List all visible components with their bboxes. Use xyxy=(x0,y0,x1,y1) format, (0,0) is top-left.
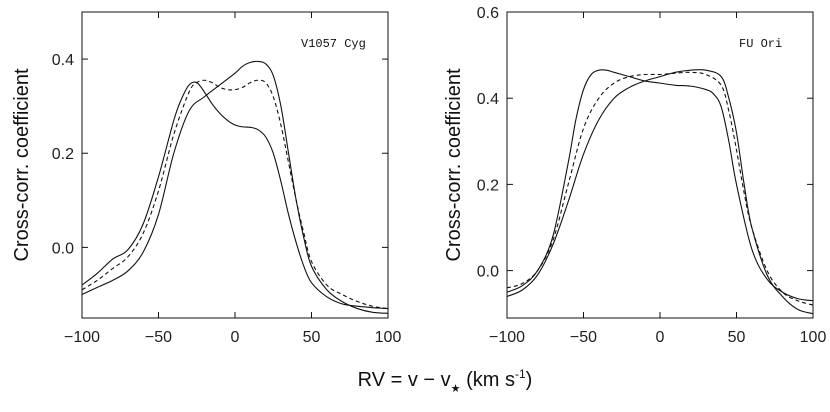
x-axis-label-main: RV = v − v xyxy=(358,369,451,391)
left-series-line-0 xyxy=(81,81,389,310)
left-curves xyxy=(81,60,389,314)
right-x-tick-label: 0 xyxy=(656,329,665,346)
left-series-line-2 xyxy=(81,60,389,314)
left-y-tick-label: 0.0 xyxy=(52,240,74,257)
left-chart-panel: V1057 Cyg Cross-corr. coefficient −100 −5… xyxy=(11,11,402,346)
right-y-tick-label: 0.2 xyxy=(477,177,499,194)
left-y-tick-label: 0.4 xyxy=(52,52,74,69)
right-y-tick-label: 0.0 xyxy=(477,264,499,281)
left-y-tick-label: 0.2 xyxy=(52,146,74,163)
left-x-tick-label: −50 xyxy=(145,329,172,346)
left-x-tick-label: −100 xyxy=(64,329,100,346)
right-curves xyxy=(506,69,814,315)
right-plot-frame xyxy=(506,11,814,319)
left-y-axis-label: Cross-corr. coefficient xyxy=(11,68,33,261)
left-x-tick-label: 50 xyxy=(303,329,321,346)
x-axis-label-close: ) xyxy=(526,369,533,391)
right-series-line-1 xyxy=(506,71,814,306)
x-axis-label-units: (km s xyxy=(461,369,515,391)
right-chart-panel: FU Ori Cross-corr. coefficient −100 −50 0 5… xyxy=(443,5,826,346)
x-axis-label-subscript: ★ xyxy=(451,383,461,395)
right-x-tick-label: −50 xyxy=(570,329,597,346)
right-series-line-0 xyxy=(506,69,814,302)
left-ticks: −100 −50 0 50 100 0.0 0.2 0.4 xyxy=(52,12,402,346)
right-y-tick-label: 0.4 xyxy=(477,91,499,108)
right-ticks: −100 −50 0 50 100 0.0 0.2 0.4 0.6 xyxy=(477,5,827,346)
right-y-axis-label: Cross-corr. coefficient xyxy=(443,68,465,261)
left-series-line-1 xyxy=(81,79,389,310)
x-axis-label-superscript: -1 xyxy=(515,367,526,381)
right-y-tick-label: 0.6 xyxy=(477,5,499,22)
left-x-tick-label: 100 xyxy=(375,329,402,346)
left-annotation: V1057 Cyg xyxy=(301,37,366,51)
left-x-tick-label: 0 xyxy=(231,329,240,346)
right-x-tick-label: −100 xyxy=(489,329,525,346)
right-annotation: FU Ori xyxy=(739,37,782,51)
right-x-tick-label: 100 xyxy=(800,329,827,346)
x-axis-label: RV = v − v★ (km s-1) xyxy=(358,367,533,395)
right-series-line-2 xyxy=(506,69,814,315)
right-x-tick-label: 50 xyxy=(728,329,746,346)
left-plot-frame xyxy=(81,11,389,319)
